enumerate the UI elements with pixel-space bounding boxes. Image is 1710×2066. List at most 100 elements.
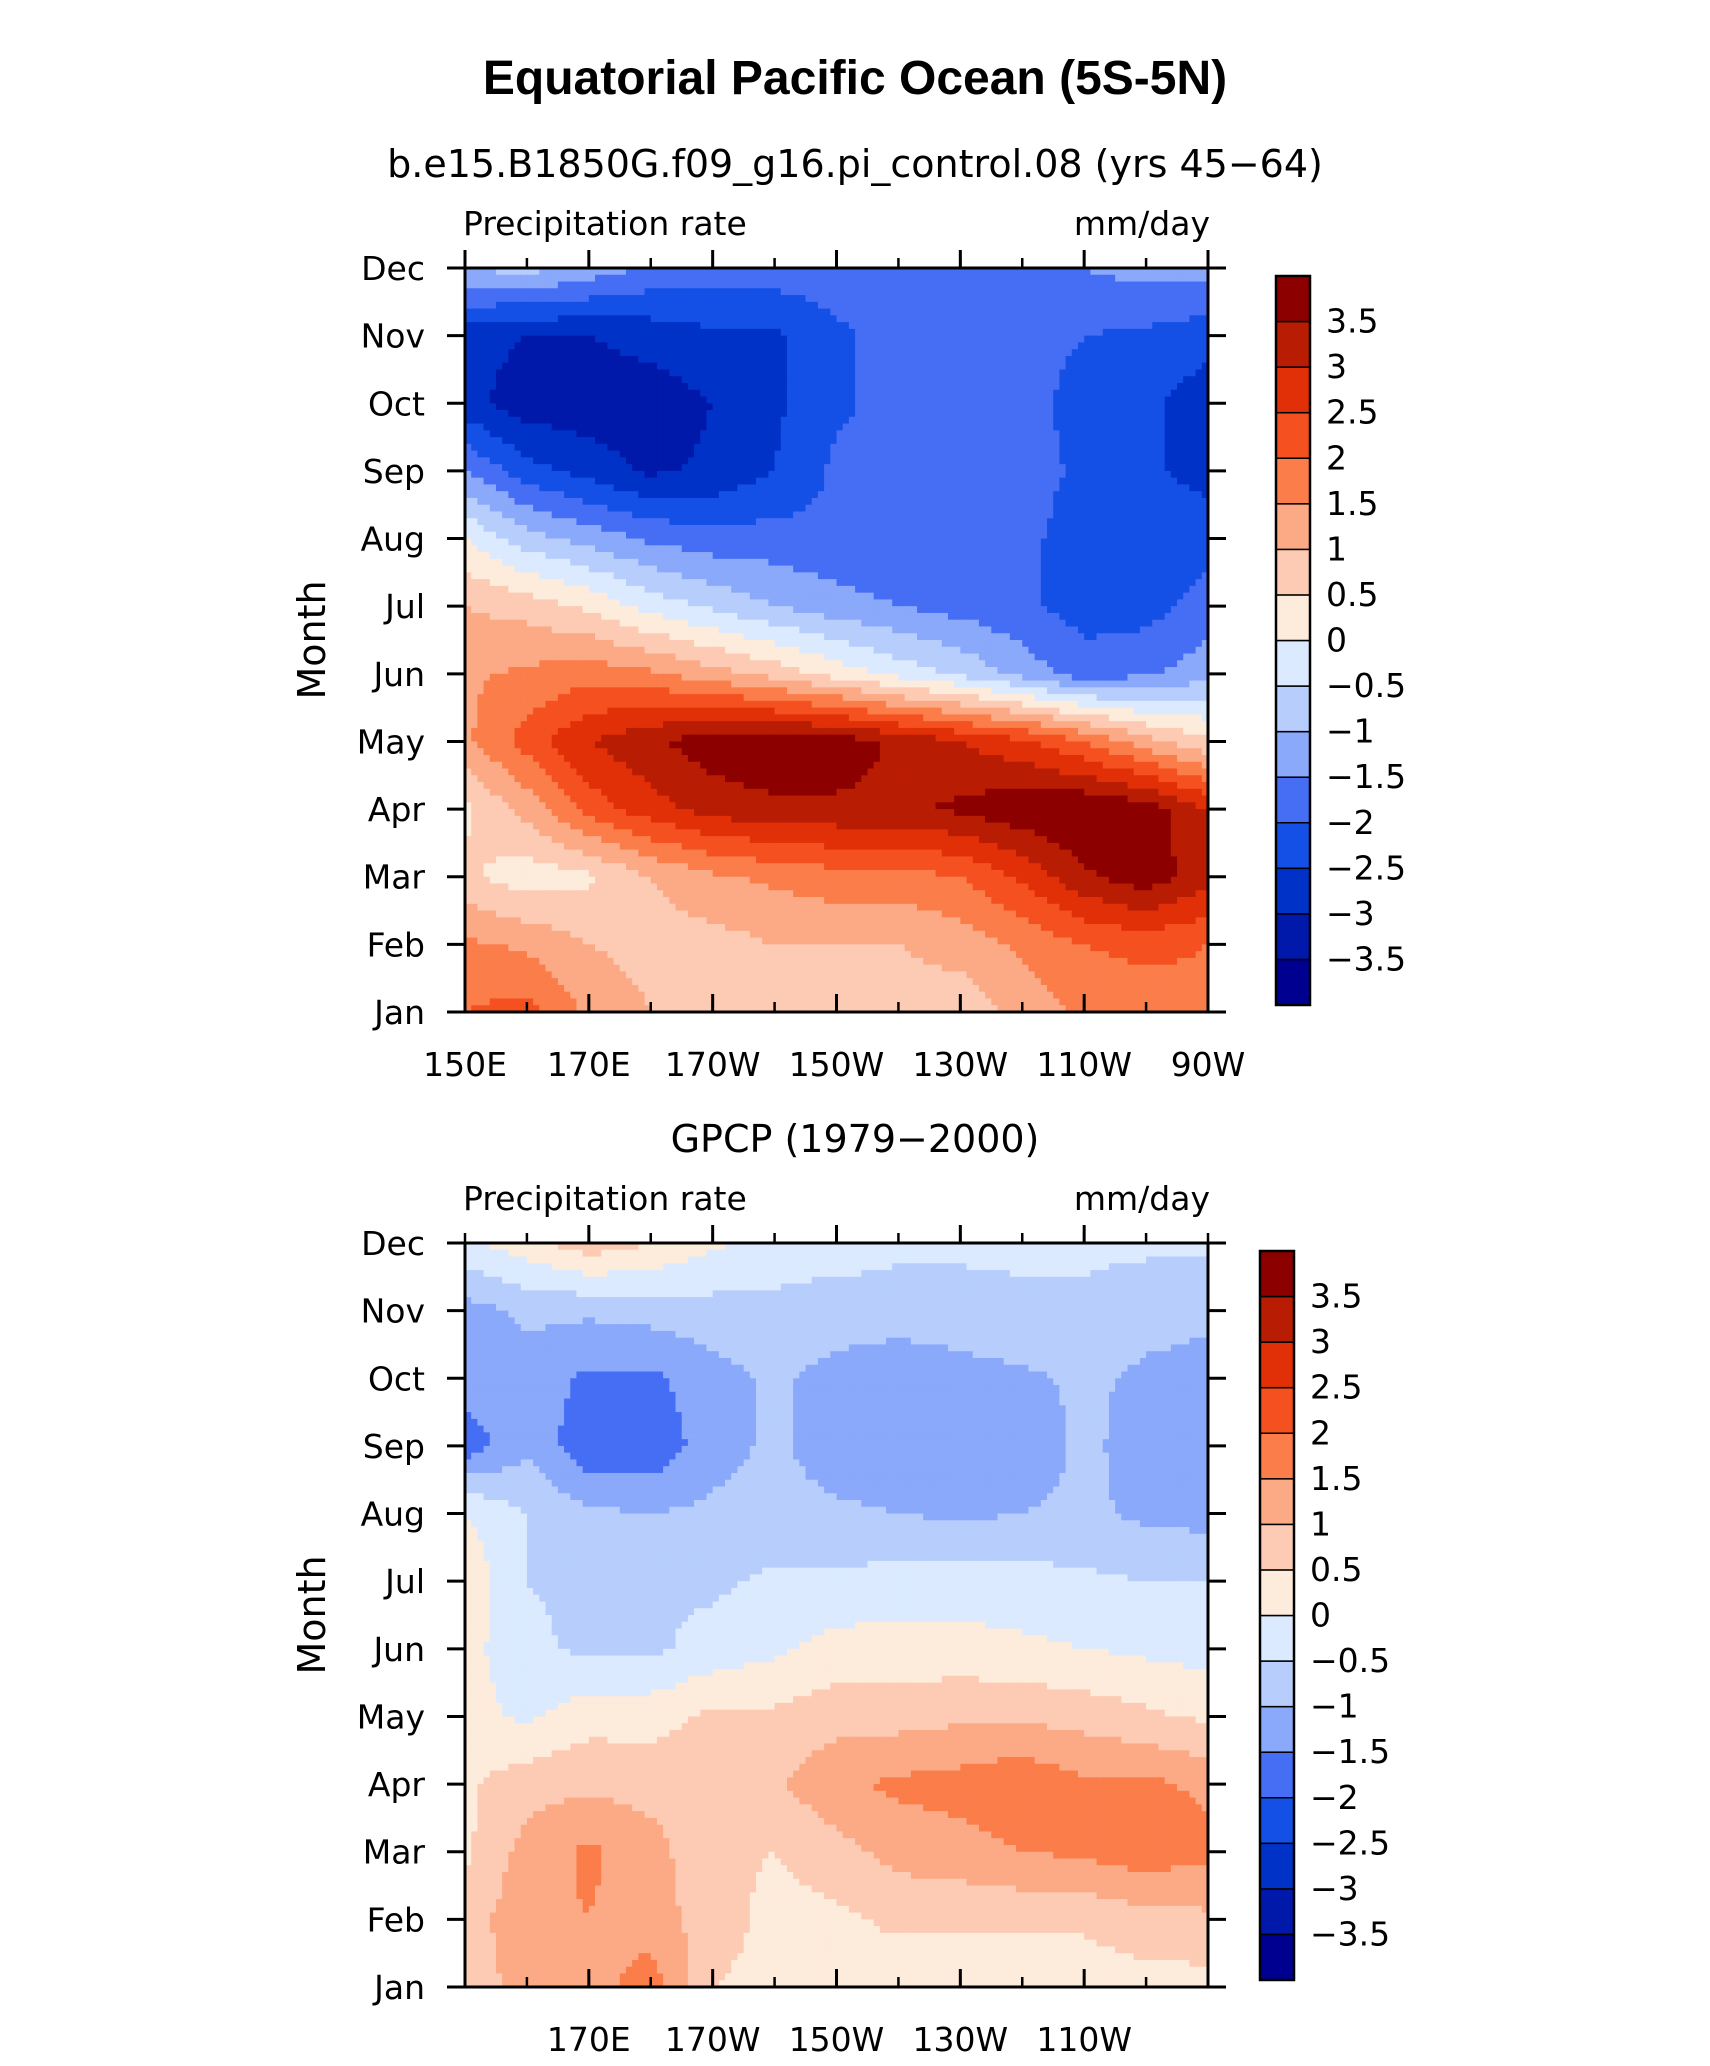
contour-cell — [570, 504, 578, 513]
contour-cell — [601, 477, 609, 486]
contour-cell — [663, 545, 671, 553]
contour-cell — [898, 308, 906, 317]
contour-cell — [929, 416, 937, 425]
contour-cell — [1158, 497, 1166, 506]
contour-cell — [613, 274, 621, 283]
contour-cell — [520, 497, 528, 506]
contour-cell — [799, 389, 807, 398]
contour-cell — [960, 491, 968, 499]
contour-cell — [867, 525, 875, 533]
contour-cell — [1170, 389, 1178, 398]
contour-cell — [935, 484, 943, 492]
contour-cell — [495, 322, 503, 330]
contour-cell — [799, 322, 807, 330]
contour-cell — [656, 295, 664, 303]
contour-cell — [1146, 349, 1153, 357]
contour-cell — [520, 538, 528, 547]
contour-cell — [873, 511, 881, 519]
contour-cell — [749, 355, 757, 364]
contour-cell — [1152, 288, 1160, 296]
contour-cell — [842, 274, 850, 283]
contour-cell — [960, 295, 968, 303]
contour-cell — [793, 274, 801, 283]
contour-cell — [706, 355, 714, 364]
contour-cell — [669, 457, 677, 465]
contour-cell — [731, 497, 739, 506]
contour-cell — [1164, 389, 1172, 398]
contour-cell — [836, 437, 844, 445]
contour-cell — [514, 497, 522, 506]
contour-cell — [712, 382, 720, 391]
contour-cell — [669, 416, 677, 425]
contour-cell — [1183, 268, 1191, 276]
contour-cell — [904, 423, 912, 432]
contour-cell — [489, 328, 497, 337]
contour-cell — [1133, 430, 1141, 438]
contour-cell — [1065, 301, 1073, 310]
contour-cell — [675, 281, 683, 289]
contour-cell — [1201, 525, 1208, 533]
contour-cell — [582, 396, 590, 404]
contour-cell — [718, 268, 726, 276]
contour-cell — [1127, 355, 1135, 364]
contour-cell — [557, 315, 565, 323]
contour-cell — [681, 497, 689, 506]
contour-cell — [1152, 450, 1160, 459]
contour-cell — [997, 484, 1005, 492]
contour-cell — [718, 504, 726, 513]
contour-cell — [681, 450, 689, 459]
contour-cell — [1071, 450, 1079, 459]
contour-cell — [824, 470, 832, 479]
contour-cell — [551, 484, 559, 492]
contour-cell — [1059, 342, 1067, 350]
contour-cell — [879, 376, 887, 384]
contour-cell — [1158, 518, 1166, 526]
contour-cell — [1146, 416, 1153, 425]
contour-cell — [700, 450, 708, 459]
contour-cell — [712, 464, 720, 472]
contour-cell — [1003, 518, 1011, 526]
contour-cell — [867, 342, 875, 350]
contour-cell — [687, 464, 695, 472]
contour-cell — [811, 538, 819, 547]
contour-cell — [1090, 484, 1098, 492]
contour-cell — [471, 376, 479, 384]
contour-cell — [1071, 477, 1079, 486]
contour-cell — [706, 301, 714, 310]
contour-cell — [774, 545, 782, 553]
contour-cell — [1059, 511, 1067, 519]
contour-cell — [582, 491, 590, 499]
contour-cell — [1152, 511, 1160, 519]
contour-cell — [731, 538, 739, 547]
contour-cell — [960, 518, 968, 526]
contour-cell — [669, 511, 677, 519]
contour-cell — [1071, 423, 1079, 432]
contour-cell — [687, 497, 695, 506]
contour-cell — [960, 525, 968, 533]
contour-cell — [997, 443, 1005, 452]
contour-cell — [929, 511, 937, 519]
contour-cell — [576, 342, 584, 350]
contour-cell — [811, 423, 819, 432]
contour-cell — [638, 525, 646, 533]
contour-cell — [1028, 376, 1036, 384]
contour-cell — [588, 511, 596, 519]
contour-cell — [1152, 349, 1160, 357]
contour-cell — [1152, 328, 1160, 337]
contour-cell — [1108, 349, 1116, 357]
contour-cell — [725, 525, 732, 533]
contour-cell — [941, 301, 949, 310]
contour-cell — [1170, 504, 1178, 513]
contour-cell — [1158, 511, 1166, 519]
contour-cell — [842, 450, 850, 459]
contour-cell — [1133, 464, 1141, 472]
contour-cell — [1053, 538, 1061, 547]
contour-cell — [725, 484, 732, 492]
contour-cell — [762, 382, 770, 391]
contour-cell — [1133, 511, 1141, 519]
contour-cell — [576, 403, 584, 411]
contour-cell — [632, 362, 640, 371]
contour-cell — [489, 342, 497, 350]
contour-cell — [1090, 477, 1098, 486]
contour-cell — [1022, 504, 1030, 513]
